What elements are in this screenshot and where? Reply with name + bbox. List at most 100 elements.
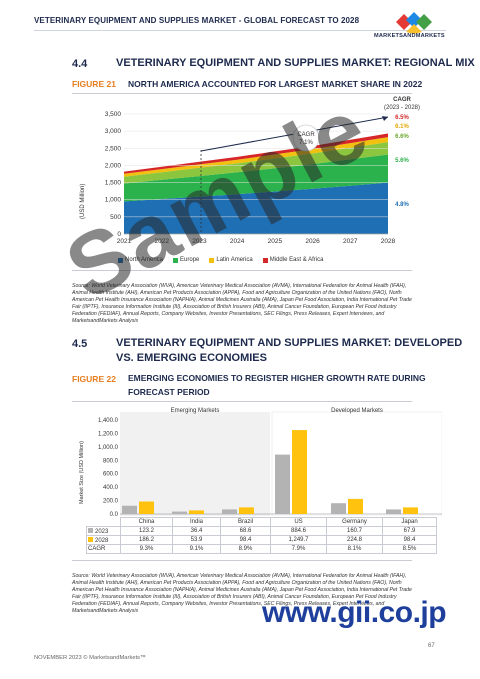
area-series-asia-pacific <box>124 142 388 184</box>
table-cell <box>87 518 121 527</box>
legend-item: Middle East & Africa <box>262 257 324 263</box>
table-row-categories: China India Brazil US Germany Japan <box>87 517 437 527</box>
figure-label: FIGURE 21 <box>72 79 116 89</box>
y-tick-label: 800.0 <box>103 458 119 464</box>
y-tick-label: 2,500 <box>105 145 122 152</box>
legend-label: Middle East & Africa <box>269 257 324 263</box>
emerging-markets-label: Emerging Markets <box>171 408 220 414</box>
table-cell: China <box>120 517 173 527</box>
table-cell: 8.5% <box>382 544 437 554</box>
table-cell: India <box>172 517 221 527</box>
y-tick-label: 200.0 <box>103 499 119 505</box>
y-tick-label: 1,200.0 <box>98 431 119 437</box>
figure-divider <box>72 93 412 94</box>
table-cell: 53.9 <box>172 535 221 545</box>
series-name-2028: 2028 <box>95 537 109 544</box>
table-cell: 884.6 <box>270 526 327 536</box>
x-tick-label: 2028 <box>381 238 396 245</box>
table-cell: 8.9% <box>220 544 271 554</box>
area-series-latin-america <box>124 137 388 177</box>
header-divider <box>34 30 446 31</box>
y-tick-label: 600.0 <box>103 472 119 478</box>
legend-swatch <box>173 257 179 263</box>
bar-brazil-2023 <box>222 509 237 514</box>
legend-swatch-2023 <box>88 527 93 533</box>
area-series-middle-east-africa <box>124 133 388 174</box>
table-cell: 7.9% <box>270 544 327 554</box>
cagr-value: 5.6% <box>395 158 409 164</box>
table-cell: 67.9 <box>382 526 437 536</box>
cagr-value: 4.8% <box>395 202 409 208</box>
y-tick-label: 2,000 <box>105 162 122 169</box>
cagr-value: 6.5% <box>395 115 409 121</box>
table-cell: 123.2 <box>120 526 173 536</box>
y-tick-label: 1,000.0 <box>98 445 119 451</box>
table-cell: 186.2 <box>120 535 173 545</box>
source-note: Source: World Veterinary Association (WV… <box>72 283 412 324</box>
table-cell: 9.1% <box>172 544 221 554</box>
legend-swatch <box>118 257 123 263</box>
table-cell: 98.4 <box>220 535 271 545</box>
y-axis-label: (USD Million) <box>80 184 86 219</box>
cagr-bubble-value: 7.1% <box>299 140 313 146</box>
y-tick-label: 500 <box>110 214 121 221</box>
bar-germany-2023 <box>331 503 346 514</box>
area-series-north-america <box>124 182 388 234</box>
table-cell: 224.8 <box>326 535 383 545</box>
legend-item: Europe <box>173 257 199 263</box>
y-tick-label: 3,500 <box>105 111 122 118</box>
bar-brazil-2028 <box>239 507 254 514</box>
y-tick-label: 0.0 <box>110 512 119 516</box>
y-tick-label: 400.0 <box>103 485 119 491</box>
bar-china-2028 <box>139 501 154 514</box>
y-tick-label: 1,000 <box>105 197 122 204</box>
x-tick-label: 2022 <box>154 238 169 245</box>
table-cell: 8.1% <box>326 544 383 554</box>
bar-india-2028 <box>189 510 204 514</box>
y-axis-label: Market Size (USD Million) <box>79 441 85 504</box>
x-tick-label: 2023 <box>192 238 207 245</box>
table-cell: Japan <box>382 517 437 527</box>
section-title-line2: VS. EMERGING ECONOMIES <box>116 352 267 364</box>
legend-label: Latin America <box>216 257 253 263</box>
table-cell: 68.6 <box>220 526 271 536</box>
header-title: VETERINARY EQUIPMENT AND SUPPLIES MARKET… <box>34 16 360 25</box>
table-row-cagr: CAGR 9.3% 9.1% 8.9% 7.9% 8.1% 8.5% <box>86 544 437 554</box>
section-number: 4.5 <box>72 338 88 350</box>
table-cell: Brazil <box>220 517 271 527</box>
bar-chart-data-table: China India Brazil US Germany Japan 2023… <box>86 517 437 554</box>
regional-mix-area-chart: 0 500 1,000 1,500 2,000 2,500 3,000 3,500 2021 2… <box>80 97 420 245</box>
cagr-bubble <box>292 124 320 152</box>
footer-copyright: NOVEMBER 2023 © MarketsandMarkets™ <box>34 655 146 661</box>
legend-swatch-2028 <box>88 536 93 542</box>
cagr-header: CAGR <box>393 97 411 103</box>
cagr-period: (2023 - 2028) <box>384 105 420 111</box>
source-note: Source: World Veterinary Association (WV… <box>72 573 412 614</box>
series-name-2023: 2023 <box>95 528 109 535</box>
table-cell: 98.4 <box>382 535 437 545</box>
bar-china-2023 <box>122 505 137 514</box>
legend-item: Latin America <box>209 257 253 263</box>
cagr-value: 6.1% <box>395 124 409 130</box>
bar-germany-2028 <box>348 498 363 514</box>
y-tick-label: 3,000 <box>105 128 122 135</box>
table-row-2028: 2028 186.2 53.9 98.4 1,249.7 224.8 98.4 <box>86 535 437 545</box>
table-row-2023: 2023 123.2 36.4 68.6 884.6 160.7 67.9 <box>86 526 437 536</box>
x-tick-label: 2025 <box>268 238 283 245</box>
site-watermark: www.gii.co.jp <box>262 596 447 629</box>
table-cell: 1,249.7 <box>270 535 327 545</box>
bar-japan-2028 <box>403 507 418 514</box>
table-row-label: CAGR <box>86 544 121 554</box>
y-tick-label: 0 <box>117 231 121 238</box>
table-row-label: 2028 <box>86 535 121 545</box>
legend-swatch <box>209 257 215 263</box>
table-cell: 9.3% <box>120 544 173 554</box>
marketsandmarkets-logo-icon <box>396 12 432 34</box>
x-tick-label: 2026 <box>305 238 320 245</box>
cagr-bubble-label: CAGR <box>297 132 315 138</box>
table-row-label: 2023 <box>86 526 121 536</box>
emerging-markets-panel <box>120 412 270 516</box>
bar-india-2023 <box>172 511 187 514</box>
table-cell: Germany <box>326 517 383 527</box>
figure-title-line1: EMERGING ECONOMIES TO REGISTER HIGHER GR… <box>128 373 426 383</box>
